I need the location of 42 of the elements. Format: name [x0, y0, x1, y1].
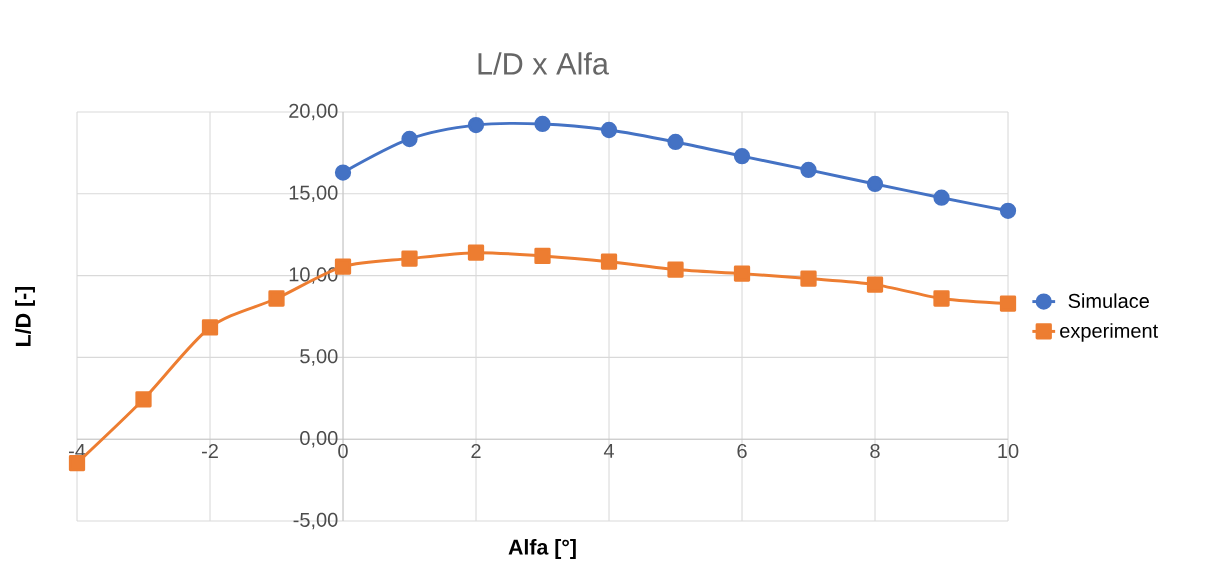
point: [800, 270, 817, 287]
legend-label: experiment: [1060, 323, 1159, 342]
point: [667, 261, 684, 278]
x-tick-label: 8: [870, 443, 880, 459]
x-tick-label: 6: [737, 443, 747, 459]
y-tick-label: -5,00: [293, 512, 338, 530]
point: [800, 161, 817, 179]
point: [933, 290, 950, 307]
point: [401, 250, 418, 267]
legend-label: Simulace: [1068, 293, 1149, 309]
point: [467, 116, 485, 134]
point: [201, 319, 219, 336]
point: [733, 265, 751, 282]
point: [534, 115, 551, 133]
point: [135, 391, 152, 408]
point: [467, 244, 485, 261]
x-tick-label: 4: [603, 443, 614, 458]
y-tick-label: 5,00: [300, 349, 338, 366]
y-tick-label: 15,00: [289, 185, 338, 203]
point: [600, 121, 618, 139]
point: [268, 290, 285, 307]
y-tick-label: 0,00: [300, 430, 338, 448]
x-tick-label: -2: [201, 443, 218, 458]
point: [334, 164, 352, 181]
x-tick-label: 2: [471, 443, 481, 458]
point: [667, 133, 684, 151]
x-axis-title: Alfa [°]: [508, 539, 576, 559]
point: [733, 148, 751, 165]
point: [534, 247, 551, 265]
point: [999, 295, 1017, 312]
point: [68, 454, 86, 472]
chart-title: L/D x Alfa: [478, 52, 609, 75]
point: [866, 276, 884, 293]
point: [600, 253, 618, 270]
y-tick-label: 20,00: [289, 103, 338, 121]
y-axis-title: L/D [-]: [15, 286, 35, 346]
point: [933, 189, 950, 206]
point: [999, 202, 1017, 219]
x-tick-label: 10: [998, 443, 1019, 459]
point: [866, 175, 884, 193]
x-tick-label: 0: [338, 443, 348, 459]
point: [401, 130, 418, 148]
